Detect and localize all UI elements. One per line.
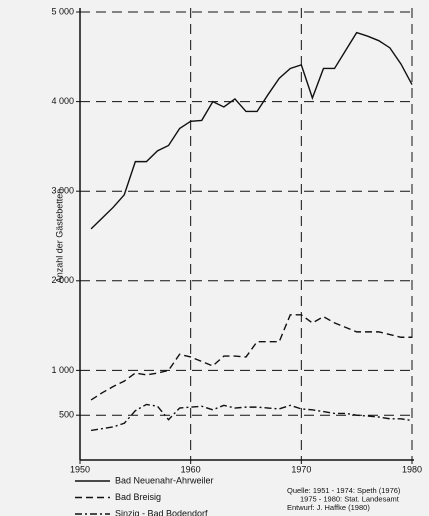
x-tick-label: 1960: [181, 464, 201, 474]
y-tick-label: 5 000: [51, 6, 74, 16]
legend-label: Bad Breisig: [115, 492, 161, 502]
y-tick-label: 3 000: [51, 186, 74, 196]
y-axis-label: Anzahl der Gästebetten: [54, 189, 64, 284]
y-tick-label: 1 000: [51, 365, 74, 375]
y-tick-label: 500: [59, 410, 74, 420]
y-tick-label: 2 000: [51, 275, 74, 285]
x-tick-label: 1950: [70, 464, 90, 474]
legend-label: Bad Neuenahr-Ahrweiler: [115, 475, 214, 485]
source-note: Quelle: 1951 - 1974: Speth (1976): [287, 486, 401, 495]
series-line: [90, 403, 413, 432]
y-tick-label: 4 000: [51, 96, 74, 106]
x-tick-label: 1980: [402, 464, 422, 474]
series-line: [90, 314, 412, 401]
legend-label: Sinzig - Bad Bodendorf: [115, 508, 208, 516]
x-tick-label: 1970: [291, 464, 311, 474]
series-line: [90, 31, 413, 230]
source-note: 1975 - 1980: Stat. Landesamt: [300, 494, 400, 503]
source-note: Entwurf: J. Haffke (1980): [287, 503, 370, 512]
